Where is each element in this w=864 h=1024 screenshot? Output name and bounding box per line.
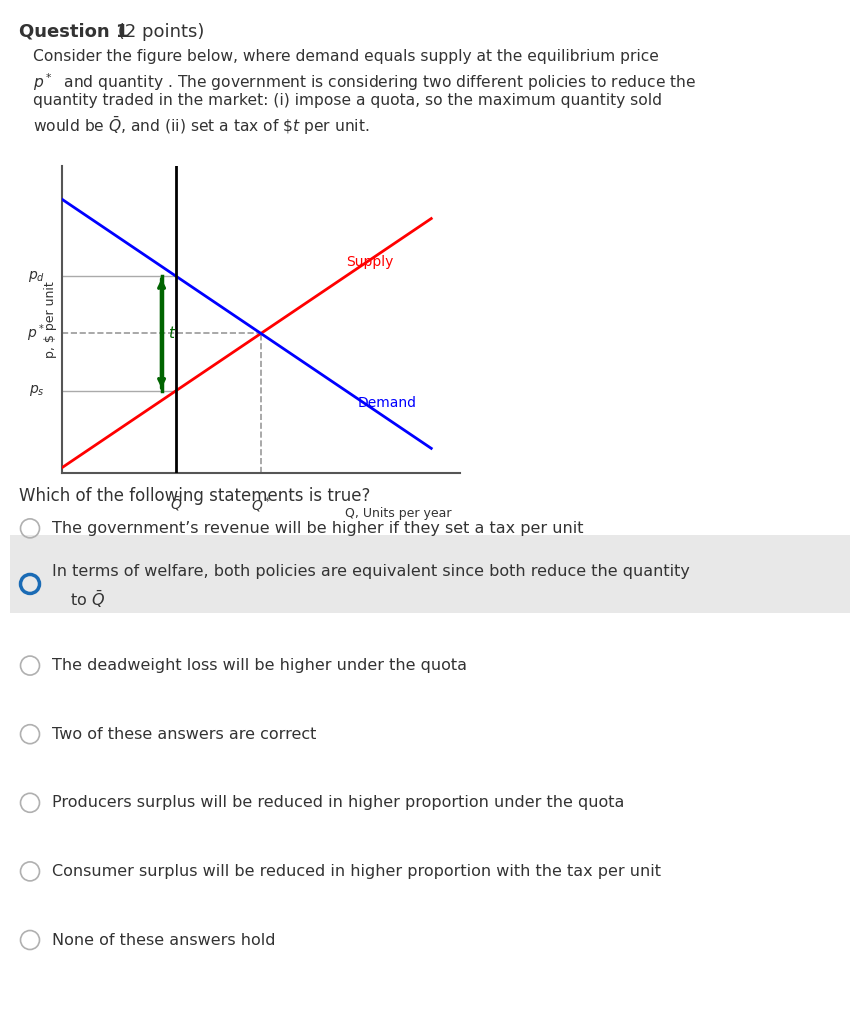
Text: None of these answers hold: None of these answers hold	[52, 933, 276, 947]
Text: Which of the following statements is true?: Which of the following statements is tru…	[19, 487, 371, 506]
Text: Supply: Supply	[346, 255, 393, 269]
Text: $p^*$: $p^*$	[28, 323, 45, 344]
Text: The deadweight loss will be higher under the quota: The deadweight loss will be higher under…	[52, 658, 467, 673]
Text: Question 1: Question 1	[19, 23, 129, 41]
Text: Q, Units per year: Q, Units per year	[346, 507, 452, 519]
Text: quantity traded in the market: (i) impose a quota, so the maximum quantity sold: quantity traded in the market: (i) impos…	[33, 93, 662, 109]
Text: In terms of welfare, both policies are equivalent since both reduce the quantity: In terms of welfare, both policies are e…	[52, 564, 689, 580]
Text: $p_d$: $p_d$	[29, 268, 45, 284]
Text: (2 points): (2 points)	[112, 23, 205, 41]
Text: to $\bar{Q}$: to $\bar{Q}$	[70, 589, 105, 609]
Text: $p_s$: $p_s$	[29, 383, 45, 398]
Text: Two of these answers are correct: Two of these answers are correct	[52, 727, 316, 741]
Text: Consider the figure below, where demand equals supply at the equilibrium price: Consider the figure below, where demand …	[33, 49, 658, 65]
Text: $\bar{Q}$: $\bar{Q}$	[169, 496, 182, 513]
Text: Producers surplus will be reduced in higher proportion under the quota: Producers surplus will be reduced in hig…	[52, 796, 625, 810]
Text: $Q^*$: $Q^*$	[251, 496, 271, 515]
Text: $t$: $t$	[168, 326, 177, 341]
Text: would be $\bar{Q}$, and (ii) set a tax of $\$t$ per unit.: would be $\bar{Q}$, and (ii) set a tax o…	[33, 116, 370, 137]
Text: $p^*$  and quantity . The government is considering two different policies to re: $p^*$ and quantity . The government is c…	[33, 72, 696, 93]
Text: Demand: Demand	[358, 396, 416, 410]
Text: Consumer surplus will be reduced in higher proportion with the tax per unit: Consumer surplus will be reduced in high…	[52, 864, 661, 879]
FancyBboxPatch shape	[10, 535, 850, 613]
Text: The government’s revenue will be higher if they set a tax per unit: The government’s revenue will be higher …	[52, 521, 583, 536]
Y-axis label: p, $ per unit: p, $ per unit	[44, 282, 57, 357]
